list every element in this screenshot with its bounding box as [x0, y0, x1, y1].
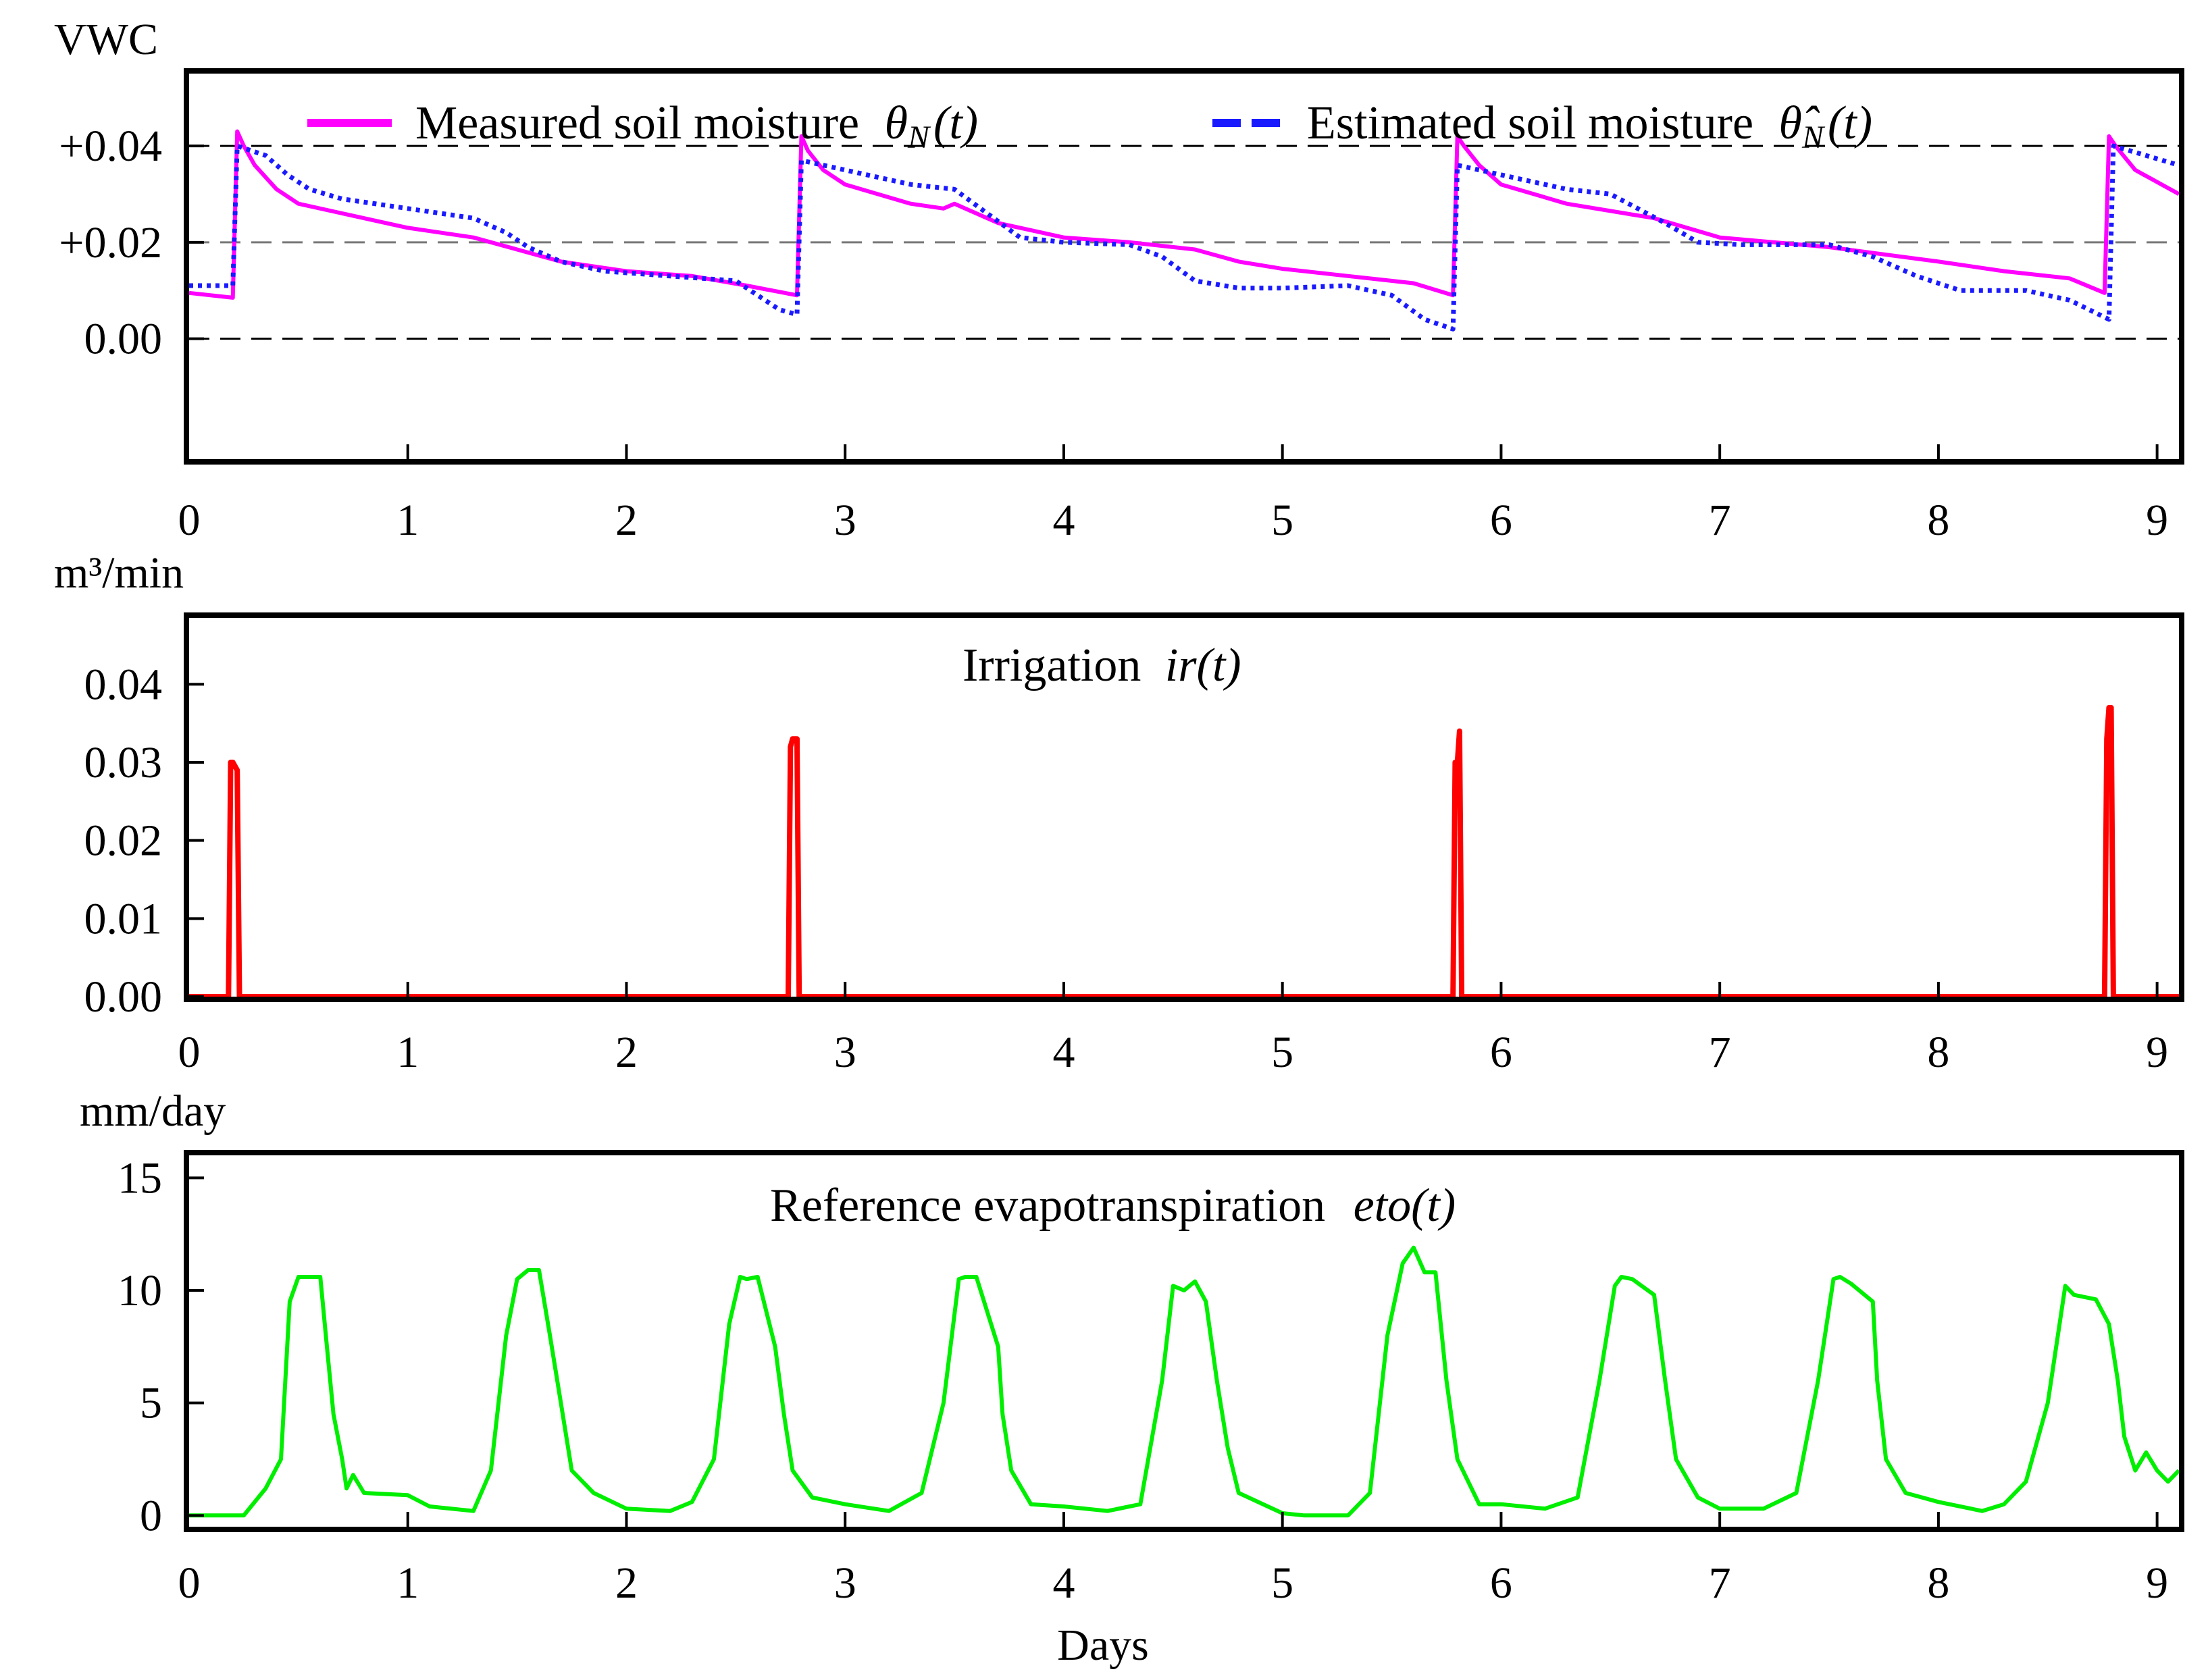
y-tick-label: 0.02	[84, 816, 163, 866]
y-tick-label: 0.04	[84, 660, 163, 709]
x-tick-label: 5	[1271, 496, 1293, 545]
series-group	[189, 1245, 2181, 1518]
x-tick-label: 7	[1709, 1028, 1731, 1077]
series-group	[188, 129, 2180, 332]
x-ticks: 0 1 2 3 4 5 6 7 8 9	[178, 444, 2168, 545]
y-unit-label: m³/min	[54, 548, 184, 598]
x-tick-label: 3	[834, 496, 856, 545]
plot-frame	[184, 1150, 2184, 1532]
panel-evapotranspiration: mm/day 15 10 5 0 0 1 2 3 4 5 6 7 8 9 Reference evapo…	[80, 1086, 2184, 1608]
panel-irrigation: m³/min 0.04 0.03 0.02 0.01 0.00 0 1 2 3 4 5 6 7 8 9 I…	[54, 548, 2184, 1077]
reference-lines	[189, 145, 2179, 340]
panel-title-text: Irrigation	[962, 639, 1141, 691]
panel-title-math: ir(t)	[1165, 639, 1241, 691]
y-tick-label: 0.01	[84, 894, 163, 943]
x-tick-label: 0	[178, 496, 201, 545]
panel-title-text: Reference evapotranspiration	[770, 1180, 1325, 1232]
panel-title-irrigation: Irrigation ir(t)	[962, 639, 1241, 691]
x-tick-label: 2	[615, 1558, 638, 1608]
x-tick-label: 0	[178, 1028, 201, 1077]
x-tick-label: 9	[2146, 1028, 2168, 1077]
x-tick-label: 1	[396, 496, 419, 545]
series-line-2	[189, 143, 2180, 332]
x-ticks: 0 1 2 3 4 5 6 7 8 9	[178, 1512, 2168, 1608]
x-tick-label: 6	[1490, 1558, 1512, 1608]
x-tick-label: 7	[1709, 496, 1731, 545]
x-axis-label: Days	[1057, 1621, 1149, 1670]
x-tick-label: 2	[615, 1028, 638, 1077]
y-ticks: 15 10 5 0	[118, 1153, 204, 1540]
y-ticks: +0.04 +0.02 0.00	[59, 122, 204, 364]
y-ticks: 0.04 0.03 0.02 0.01 0.00	[84, 660, 204, 1022]
x-tick-label: 4	[1052, 496, 1075, 545]
y-tick-label: 15	[118, 1153, 162, 1203]
legend-arg-measured: (t)	[933, 97, 978, 149]
x-tick-label: 5	[1271, 1028, 1293, 1077]
x-tick-label: 4	[1052, 1558, 1075, 1608]
x-tick-label: 6	[1490, 1028, 1512, 1077]
x-tick-label: 6	[1490, 496, 1512, 545]
y-tick-label: +0.04	[59, 122, 162, 171]
y-tick-label: 10	[118, 1266, 162, 1315]
legend-symbol-measured: θ	[885, 97, 908, 149]
x-tick-label: 1	[396, 1558, 419, 1608]
y-tick-label: 0.03	[84, 738, 163, 787]
series-line-1	[189, 705, 2179, 999]
x-tick-label: 2	[615, 496, 638, 545]
legend-name-estimated: Estimated soil moisture	[1307, 97, 1753, 149]
x-tick-label: 5	[1271, 1558, 1293, 1608]
legend-name-measured: Measured soil moisture	[415, 97, 859, 149]
y-tick-label: 0	[140, 1491, 162, 1540]
legend: Measured soil moisture θN(t) Estimated s…	[307, 97, 1872, 155]
legend-label-estimated: Estimated soil moisture θ̂N(t)	[1307, 97, 1872, 155]
x-tick-label: 3	[834, 1028, 856, 1077]
y-tick-label: 0.00	[84, 972, 163, 1022]
y-tick-label: 5	[140, 1379, 162, 1428]
x-ticks: 0 1 2 3 4 5 6 7 8 9	[178, 982, 2168, 1077]
y-unit-label: mm/day	[80, 1086, 226, 1136]
y-unit-label: VWC	[54, 15, 158, 64]
x-tick-label: 8	[1927, 496, 1949, 545]
panel-title-eto: Reference evapotranspiration eto(t)	[770, 1180, 1456, 1232]
panel-title-math: eto(t)	[1354, 1180, 1456, 1232]
legend-sub-estimated: N	[1801, 120, 1826, 155]
x-tick-label: 8	[1927, 1558, 1949, 1608]
plot-frame	[184, 68, 2184, 465]
x-tick-label: 4	[1052, 1028, 1075, 1077]
x-tick-label: 7	[1709, 1558, 1731, 1608]
series-line-1	[189, 1245, 2181, 1518]
panel-soil-moisture: VWC +0.04 +0.02 0.00 0 1 2 3 4 5 6 7 8 9 Measured s…	[54, 15, 2184, 545]
legend-label-measured: Measured soil moisture θN(t)	[415, 97, 978, 155]
legend-sub-measured: N	[907, 120, 931, 155]
series-group	[189, 705, 2179, 999]
x-tick-label: 0	[178, 1558, 201, 1608]
x-tick-label: 8	[1927, 1028, 1949, 1077]
y-tick-label: +0.02	[59, 218, 162, 267]
x-tick-label: 3	[834, 1558, 856, 1608]
legend-arg-estimated: (t)	[1828, 97, 1872, 149]
y-tick-label: 0.00	[84, 315, 163, 364]
x-tick-label: 9	[2146, 1558, 2168, 1608]
plot-frame	[184, 612, 2184, 1002]
x-tick-label: 9	[2146, 496, 2168, 545]
x-tick-label: 1	[396, 1028, 419, 1077]
